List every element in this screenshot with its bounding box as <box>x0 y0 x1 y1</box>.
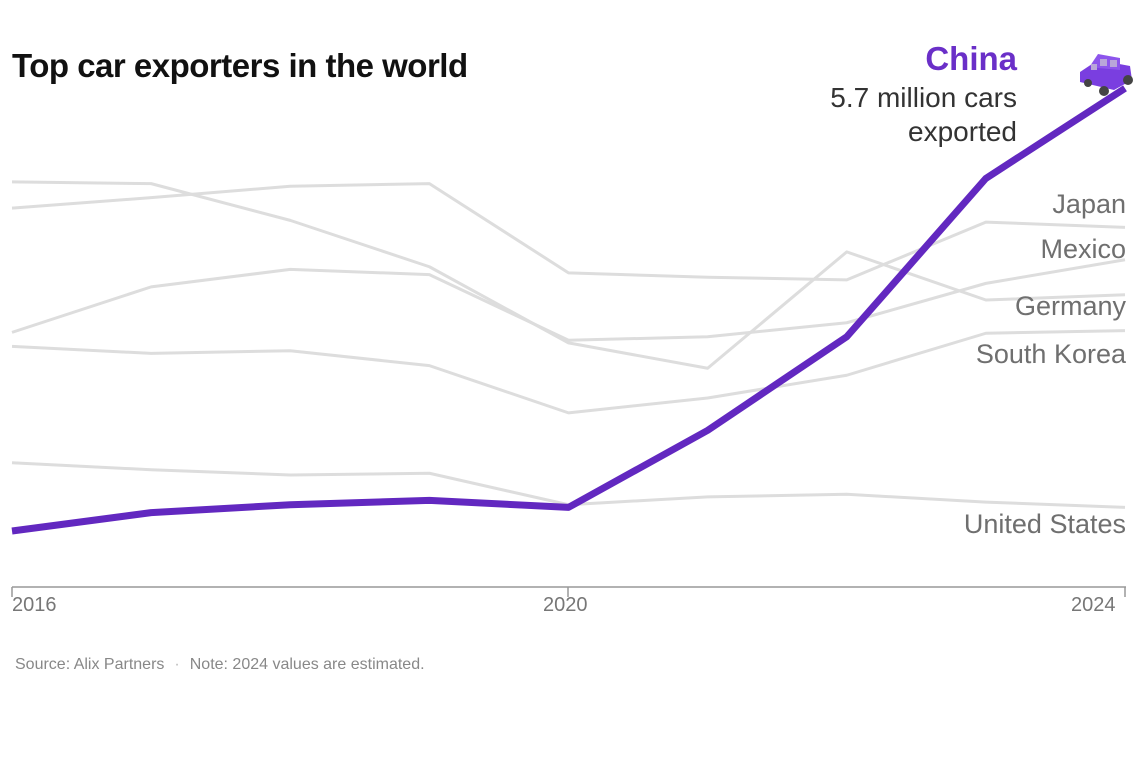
series-label-china: China <box>925 40 1017 77</box>
chart-title: Top car exporters in the world <box>12 47 468 84</box>
x-tick-label-2024: 2024 <box>1071 594 1116 616</box>
separator-dot: · <box>174 656 180 673</box>
series-label-germany: Germany <box>1014 291 1126 321</box>
china-annotation: 5.7 million cars exported <box>830 81 1017 149</box>
series-line-united-states <box>11 461 1126 509</box>
series-lines <box>11 85 1127 535</box>
series-line-china <box>11 85 1127 535</box>
car-icon <box>1080 54 1133 96</box>
annotation-line-1: 5.7 million cars <box>830 82 1017 113</box>
source-text: Source: Alix Partners <box>15 656 165 673</box>
series-line-mexico <box>11 258 1126 342</box>
annotation-line-2: exported <box>908 116 1017 147</box>
series-line-germany <box>11 180 1126 370</box>
series-label-south-korea: South Korea <box>975 339 1126 369</box>
x-tick-label-2020: 2020 <box>543 594 588 616</box>
series-line-japan <box>11 182 1126 282</box>
x-tick-label-2016: 2016 <box>12 594 57 616</box>
note-text: Note: 2024 values are estimated. <box>189 656 425 673</box>
series-label-japan: Japan <box>1052 189 1126 219</box>
source-note: Source: Alix Partners · Note: 2024 values … <box>15 656 425 674</box>
series-line-south-korea <box>11 329 1126 415</box>
series-label-united-states: United States <box>963 509 1126 539</box>
series-label-mexico: Mexico <box>1040 234 1126 264</box>
